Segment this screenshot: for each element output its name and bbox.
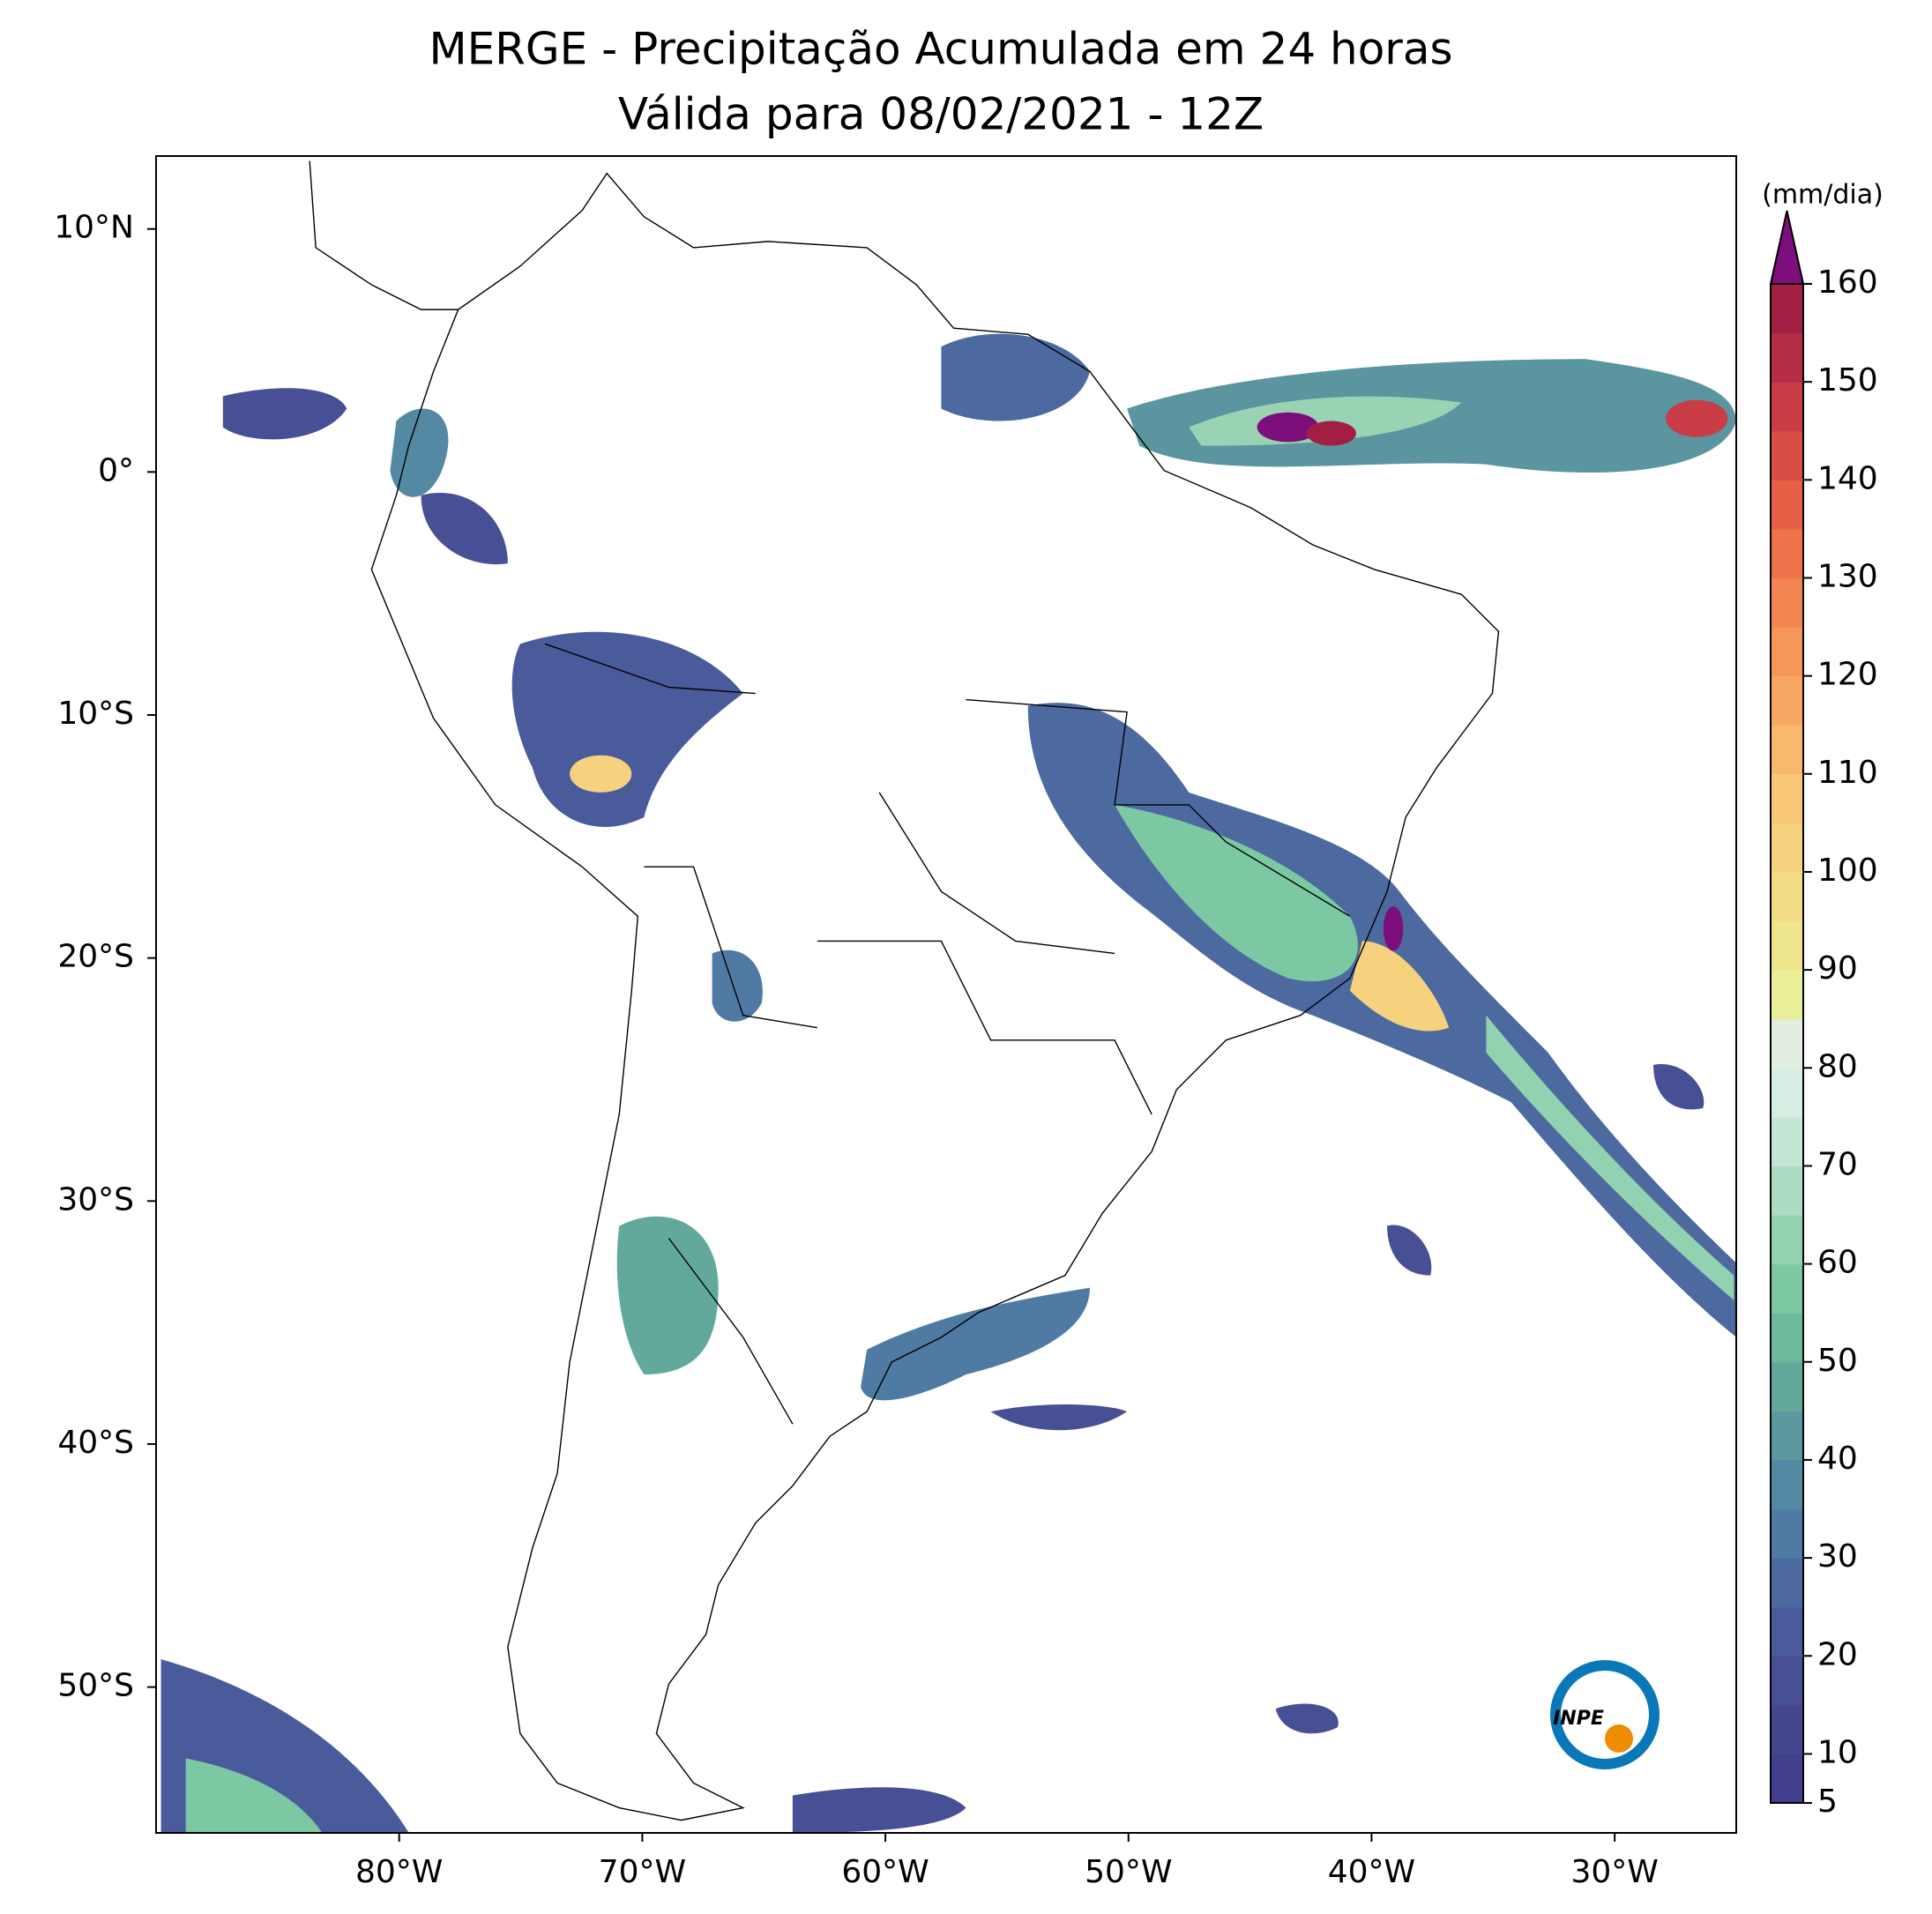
colorbar-segment — [1771, 284, 1803, 334]
colorbar-tick-label: 160 — [1817, 264, 1878, 301]
colorbar-extend — [1769, 210, 1805, 285]
y-tick-label: 50°S — [57, 1668, 134, 1704]
colorbar-tick-label: 90 — [1817, 950, 1858, 987]
x-tick-label: 80°W — [355, 1854, 443, 1890]
colorbar-segment — [1771, 970, 1803, 1020]
colorbar-segment — [1771, 1656, 1803, 1706]
colorbar-segment — [1771, 871, 1803, 922]
colorbar-segment — [1771, 1411, 1803, 1461]
x-tick-label: 30°W — [1570, 1854, 1658, 1890]
colorbar-segment — [1771, 1606, 1803, 1657]
colorbar-segment — [1771, 1508, 1803, 1559]
colorbar-segment — [1771, 332, 1803, 383]
colorbar-segment — [1771, 725, 1803, 775]
colorbar-segment — [1771, 920, 1803, 971]
colorbar-segment — [1771, 1166, 1803, 1216]
colorbar-tick-label: 120 — [1817, 657, 1878, 693]
colorbar-label: (mm/dia) — [1762, 180, 1884, 211]
colorbar-segment — [1771, 480, 1803, 530]
map-frame — [155, 155, 1737, 1834]
precipitation-field — [160, 333, 1736, 1833]
colorbar-segment — [1771, 1459, 1803, 1510]
logo-dot — [1605, 1724, 1633, 1753]
colorbar-tick-label: 150 — [1817, 362, 1878, 398]
y-tick-label: 10°S — [57, 696, 134, 732]
colorbar-tick-label: 50 — [1817, 1343, 1858, 1379]
logo: INPE — [1550, 1660, 1660, 1769]
coastline — [309, 160, 1500, 1821]
logo-ring — [1550, 1660, 1660, 1769]
x-tick-label: 50°W — [1085, 1854, 1172, 1890]
map-area — [160, 160, 1736, 1833]
colorbar-segment — [1771, 1361, 1803, 1411]
colorbar-segment — [1771, 773, 1803, 823]
colorbar-tick-label: 100 — [1817, 853, 1878, 889]
x-tick-label: 70°W — [599, 1854, 686, 1890]
logo-text: INPE — [1553, 1708, 1604, 1730]
colorbar-segment — [1771, 382, 1803, 432]
colorbar-segment — [1771, 675, 1803, 726]
y-tick-label: 30°S — [57, 1181, 134, 1218]
colorbar-tick-label: 40 — [1817, 1441, 1858, 1477]
colorbar-tick-label: 130 — [1817, 558, 1878, 594]
colorbar-tick-label: 20 — [1817, 1636, 1858, 1672]
colorbar-segment — [1771, 528, 1803, 579]
y-tick-label: 10°N — [54, 210, 134, 246]
colorbar-segment — [1771, 1263, 1803, 1314]
colorbar-segment — [1771, 823, 1803, 873]
chart-title: MERGE - Precipitação Acumulada em 24 hor… — [429, 24, 1452, 75]
colorbar-tick-label: 80 — [1817, 1048, 1858, 1084]
colorbar-tick-label: 140 — [1817, 460, 1878, 496]
colorbar-tick-label: 10 — [1817, 1734, 1858, 1770]
colorbar-tick-label: 60 — [1817, 1245, 1858, 1281]
colorbar-tick-label: 110 — [1817, 755, 1878, 791]
colorbar-segment — [1771, 1704, 1803, 1755]
x-tick-label: 60°W — [841, 1854, 929, 1890]
colorbar-segment — [1771, 430, 1803, 480]
colorbar-segment — [1771, 627, 1803, 677]
colorbar-segment — [1771, 1754, 1803, 1804]
colorbar-segment — [1771, 1558, 1803, 1608]
y-tick-label: 20°S — [57, 939, 134, 975]
colorbar-frame — [1770, 283, 1804, 1804]
y-tick-label: 40°S — [57, 1425, 134, 1461]
colorbar-tick-label: 5 — [1817, 1784, 1838, 1820]
colorbar-segment — [1771, 1313, 1803, 1363]
colorbar-tick-label: 70 — [1817, 1146, 1858, 1182]
colorbar-tick-label: 30 — [1817, 1538, 1858, 1575]
y-tick-label: 0° — [98, 452, 134, 488]
colorbar-segment — [1771, 577, 1803, 628]
colorbar-segment — [1771, 1018, 1803, 1069]
colorbar-segment — [1771, 1116, 1803, 1167]
colorbar-segment — [1771, 1215, 1803, 1265]
chart-subtitle: Válida para 08/02/2021 - 12Z — [618, 89, 1264, 140]
colorbar-segment — [1771, 1068, 1803, 1118]
x-tick-label: 40°W — [1328, 1854, 1415, 1890]
